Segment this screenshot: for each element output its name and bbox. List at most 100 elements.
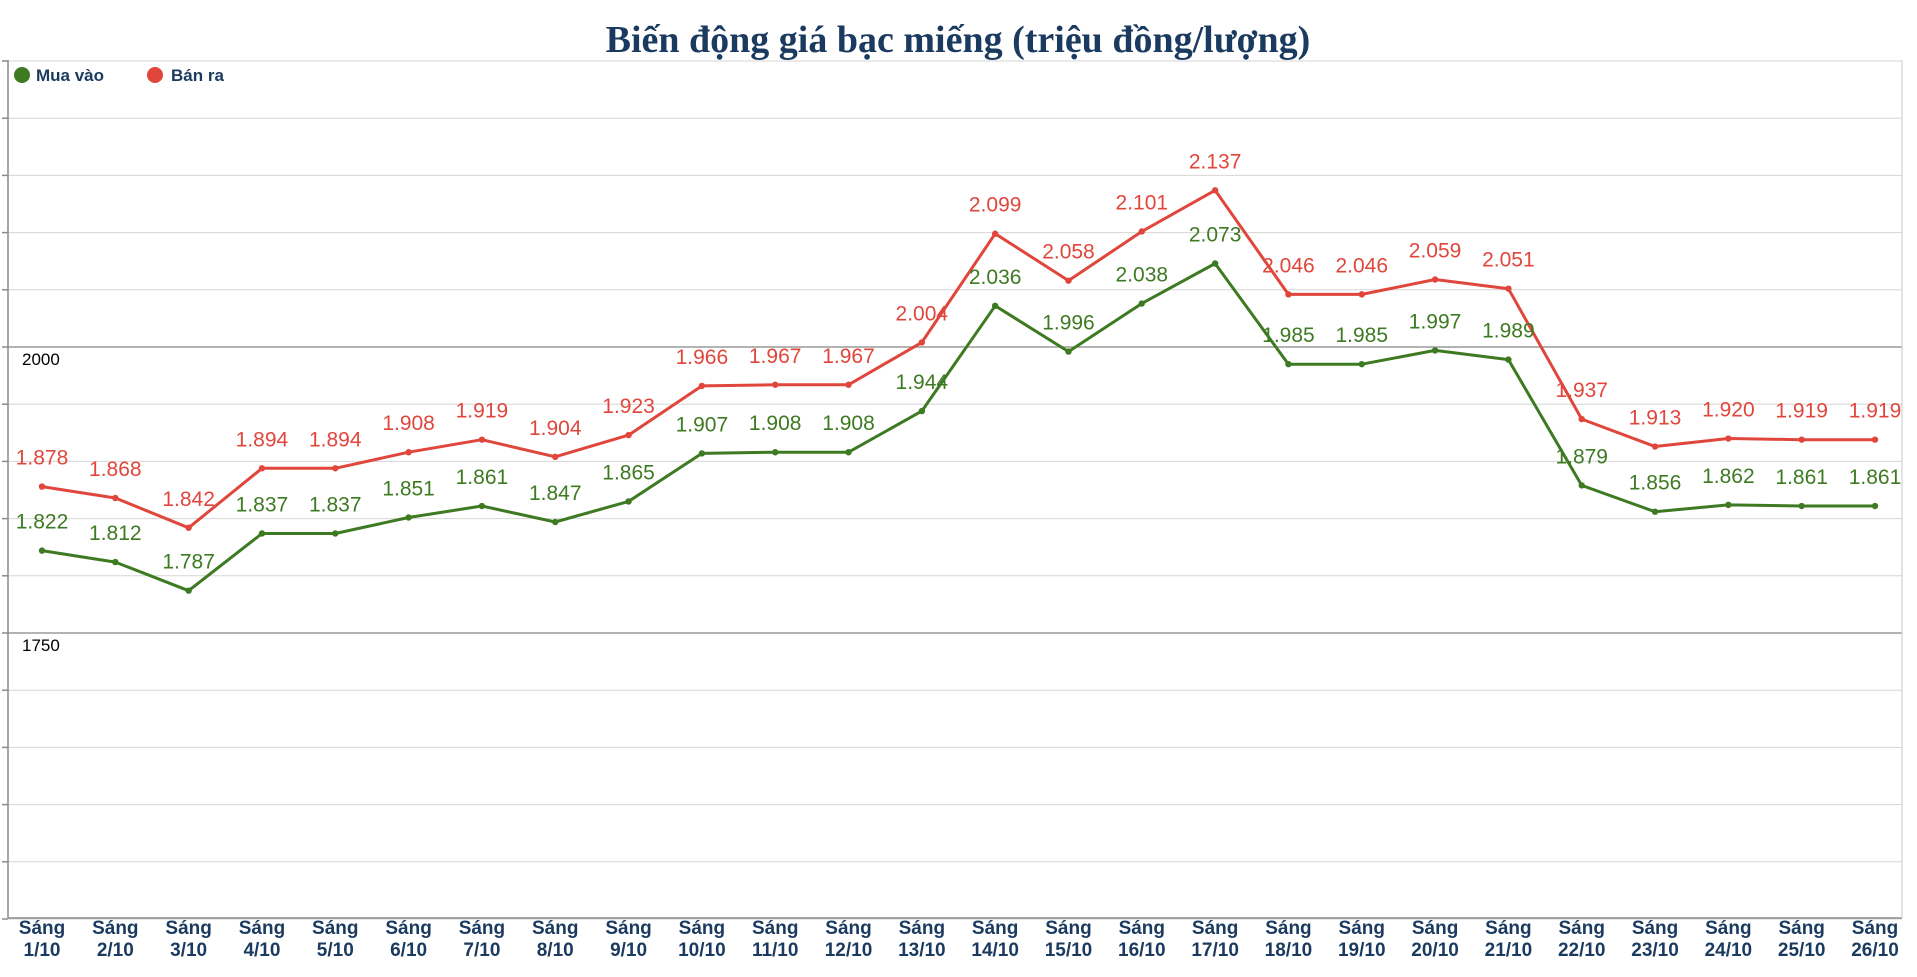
data-point-mua-vao [1798,502,1805,510]
data-point-mua-vao [1211,260,1219,267]
x-tick-label: Sáng 21/10 [1485,918,1533,961]
data-label-ban-ra: 1.904 [529,417,582,440]
x-tick-label-line: Sáng [532,918,578,939]
data-point-mua-vao [1871,502,1879,510]
x-tick-label: Sáng 14/10 [971,918,1019,961]
data-point-ban-ra [552,453,559,461]
x-tick-label-line: Sáng [1119,918,1165,939]
data-point-ban-ra [185,524,192,531]
data-label-ban-ra: 1.967 [749,345,802,368]
x-tick-label-line: 7/10 [463,940,500,961]
x-tick-label-line: 8/10 [537,940,574,961]
y-tick-label: 2000 [22,350,60,369]
data-point-ban-ra [698,382,706,390]
data-label-mua-vao: 1.879 [1555,445,1608,468]
data-label-mua-vao: 1.861 [456,466,509,489]
x-tick-label-line: Sáng [1852,918,1898,939]
data-label-mua-vao: 1.847 [529,482,582,505]
data-label-ban-ra: 1.919 [1775,400,1828,423]
data-point-mua-vao [772,449,779,456]
data-label-mua-vao: 1.907 [676,413,729,436]
x-tick-label: Sáng 11/10 [752,918,799,961]
data-label-mua-vao: 1.861 [1775,466,1828,489]
x-tick-label-line: 26/10 [1851,940,1899,961]
data-label-ban-ra: 2.046 [1335,254,1388,277]
x-tick-label: Sáng 25/10 [1778,918,1826,961]
data-point-ban-ra [1798,436,1805,443]
x-tick-label-line: 13/10 [898,940,946,961]
x-tick-label-line: 1/10 [24,940,61,961]
data-point-ban-ra [478,436,486,443]
x-tick-label-line: Sáng [899,918,945,939]
data-label-ban-ra: 1.920 [1702,399,1755,422]
x-tick-label: Sáng 4/10 [239,918,285,961]
data-point-mua-vao [405,514,412,521]
x-tick-label: Sáng 10/10 [678,918,726,961]
data-label-mua-vao: 1.837 [236,493,289,516]
data-point-ban-ra [332,465,339,472]
x-tick-label: Sáng 3/10 [165,918,211,961]
data-point-mua-vao [698,450,706,457]
data-label-ban-ra: 2.137 [1189,150,1242,173]
data-point-ban-ra [625,431,632,439]
x-tick-label-line: 16/10 [1118,940,1166,961]
x-tick-label-line: 17/10 [1191,940,1239,961]
data-point-mua-vao [991,302,999,310]
data-label-ban-ra: 1.868 [89,458,142,481]
legend-marker-mua-vao [14,67,30,83]
x-tick-label-line: 19/10 [1338,940,1386,961]
data-point-mua-vao [1285,360,1292,368]
x-tick-label: Sáng 7/10 [459,918,505,961]
data-point-ban-ra [38,483,46,490]
data-label-ban-ra: 1.894 [236,428,289,451]
x-tick-label: Sáng 13/10 [898,918,946,961]
data-label-mua-vao: 2.073 [1189,223,1242,246]
data-point-ban-ra [405,449,412,456]
legend-label: Bán ra [171,66,224,85]
data-label-mua-vao: 1.787 [162,551,215,574]
data-label-mua-vao: 1.908 [822,412,875,435]
x-tick-label: Sáng 6/10 [385,918,431,961]
data-point-mua-vao [258,530,266,537]
data-label-ban-ra: 1.894 [309,428,362,451]
data-point-mua-vao [1431,347,1439,354]
x-tick-label-line: Sáng [679,918,725,939]
data-point-mua-vao [1138,300,1146,307]
data-point-ban-ra [1285,291,1292,298]
data-point-mua-vao [332,530,339,537]
data-point-mua-vao [1065,348,1072,355]
legend: Mua vào Bán ra [14,66,224,85]
x-tick-label-line: Sáng [752,918,798,939]
data-label-ban-ra: 2.051 [1482,249,1535,272]
data-label-ban-ra: 1.937 [1555,379,1608,402]
series-line-mua-vao [40,262,1877,593]
x-tick-label-line: 15/10 [1045,940,1093,961]
legend-label: Mua vào [36,66,104,85]
x-tick-label-line: 12/10 [825,940,873,961]
data-label-mua-vao: 1.996 [1042,312,1095,335]
chart-title: Biến động giá bạc miếng (triệu đồng/lượn… [606,19,1311,61]
data-label-mua-vao: 1.812 [89,522,142,545]
data-label-mua-vao: 2.038 [1116,264,1169,287]
x-tick-label: Sáng 23/10 [1631,918,1679,961]
x-tick-label-line: Sáng [19,918,65,939]
data-label-mua-vao: 1.989 [1482,320,1535,343]
x-tick-label-line: 3/10 [170,940,207,961]
data-label-ban-ra: 1.966 [676,346,729,369]
data-labels: 1.822 1.812 1.787 1.837 1.837 1.851 1.861 1.847… [16,150,1902,573]
data-point-ban-ra [1505,285,1512,292]
data-label-ban-ra: 1.842 [162,488,215,511]
data-point-mua-vao [1725,501,1732,509]
data-label-ban-ra: 1.967 [822,345,875,368]
x-tick-label-line: 9/10 [610,940,647,961]
data-label-ban-ra: 1.908 [382,412,435,435]
x-tick-label: Sáng 24/10 [1705,918,1753,961]
x-tick-label-line: 2/10 [97,940,134,961]
x-tick-label-line: 5/10 [317,940,354,961]
data-label-ban-ra: 2.101 [1116,191,1169,214]
x-tick-label-line: 25/10 [1778,940,1826,961]
x-tick-label: Sáng 19/10 [1338,918,1386,961]
x-tick-label: Sáng 26/10 [1851,918,1899,961]
